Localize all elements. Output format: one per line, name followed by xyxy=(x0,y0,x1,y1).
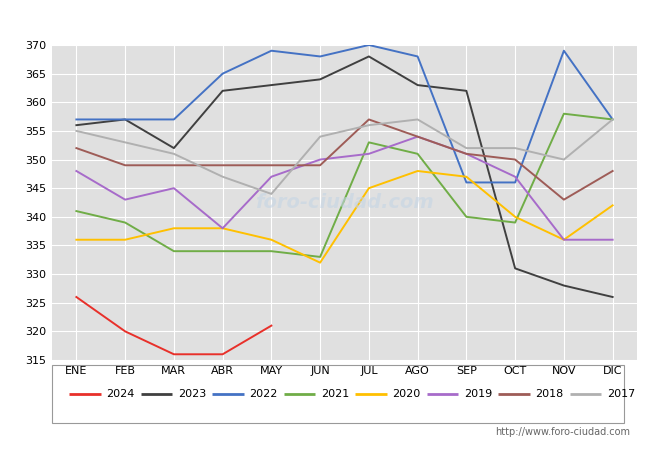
Text: 2017: 2017 xyxy=(607,389,635,399)
Text: 2018: 2018 xyxy=(536,389,564,399)
Text: foro-ciudad.com: foro-ciudad.com xyxy=(255,193,434,212)
Text: 2021: 2021 xyxy=(321,389,349,399)
Text: Afiliados en Dozón a 31/5/2024: Afiliados en Dozón a 31/5/2024 xyxy=(195,11,455,29)
Text: http://www.foro-ciudad.com: http://www.foro-ciudad.com xyxy=(495,427,630,437)
Text: 2024: 2024 xyxy=(107,389,135,399)
Text: 2022: 2022 xyxy=(250,389,278,399)
Text: 2020: 2020 xyxy=(393,389,421,399)
Text: 2023: 2023 xyxy=(178,389,206,399)
Text: 2019: 2019 xyxy=(464,389,492,399)
